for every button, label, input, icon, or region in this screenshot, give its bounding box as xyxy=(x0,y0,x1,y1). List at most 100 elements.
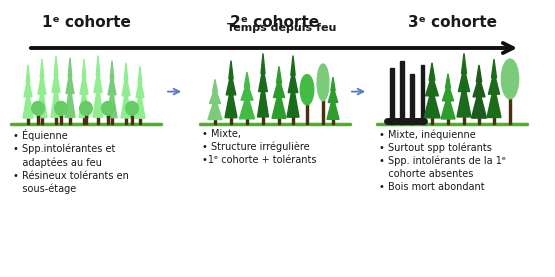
Polygon shape xyxy=(458,67,470,91)
Polygon shape xyxy=(331,77,335,91)
Polygon shape xyxy=(97,117,99,124)
Polygon shape xyxy=(229,61,233,79)
Polygon shape xyxy=(37,115,39,124)
Text: • Équienne
• Spp.intolérantes et
   adaptées au feu
• Résineux tolérants en
   s: • Équienne • Spp.intolérantes et adaptée… xyxy=(13,129,129,194)
Polygon shape xyxy=(121,88,131,118)
Polygon shape xyxy=(421,65,423,124)
Ellipse shape xyxy=(317,64,329,101)
Ellipse shape xyxy=(125,101,138,115)
Polygon shape xyxy=(124,63,128,80)
Polygon shape xyxy=(60,115,62,124)
Polygon shape xyxy=(442,84,453,101)
Polygon shape xyxy=(209,88,220,104)
Polygon shape xyxy=(37,85,47,117)
Polygon shape xyxy=(473,77,485,97)
Ellipse shape xyxy=(32,101,44,115)
Polygon shape xyxy=(111,118,113,124)
Polygon shape xyxy=(461,53,467,74)
Text: 2ᵉ cohorte: 2ᵉ cohorte xyxy=(230,15,320,30)
Ellipse shape xyxy=(80,101,92,115)
Polygon shape xyxy=(107,115,109,124)
Polygon shape xyxy=(472,89,487,118)
Polygon shape xyxy=(424,88,440,118)
Polygon shape xyxy=(68,58,72,77)
Polygon shape xyxy=(27,118,29,124)
Polygon shape xyxy=(292,117,294,124)
Polygon shape xyxy=(136,78,144,98)
Polygon shape xyxy=(246,119,248,124)
Polygon shape xyxy=(66,71,74,94)
Polygon shape xyxy=(261,53,265,74)
Polygon shape xyxy=(96,56,100,75)
Polygon shape xyxy=(40,59,44,78)
Polygon shape xyxy=(51,83,61,117)
Polygon shape xyxy=(241,83,253,100)
Polygon shape xyxy=(263,117,264,124)
Polygon shape xyxy=(288,69,298,93)
Polygon shape xyxy=(291,56,295,75)
Ellipse shape xyxy=(55,101,67,115)
Polygon shape xyxy=(476,65,482,82)
Ellipse shape xyxy=(102,101,114,115)
Polygon shape xyxy=(108,73,116,95)
Polygon shape xyxy=(431,118,433,124)
Polygon shape xyxy=(457,82,471,117)
Polygon shape xyxy=(41,117,43,124)
Polygon shape xyxy=(110,61,114,79)
Polygon shape xyxy=(23,89,33,118)
Polygon shape xyxy=(400,61,404,124)
Text: 3ᵉ cohorte: 3ᵉ cohorte xyxy=(407,15,497,30)
Polygon shape xyxy=(441,94,455,119)
Polygon shape xyxy=(492,59,497,78)
Polygon shape xyxy=(213,79,218,92)
Polygon shape xyxy=(38,72,46,94)
Polygon shape xyxy=(287,83,299,117)
Polygon shape xyxy=(276,66,281,83)
Polygon shape xyxy=(259,67,268,91)
Polygon shape xyxy=(390,68,394,124)
Polygon shape xyxy=(131,115,133,124)
Polygon shape xyxy=(85,115,87,124)
Polygon shape xyxy=(214,120,216,124)
Polygon shape xyxy=(429,63,435,80)
Polygon shape xyxy=(135,90,145,118)
Polygon shape xyxy=(52,69,60,93)
Polygon shape xyxy=(278,118,280,124)
Polygon shape xyxy=(258,82,269,117)
Text: 1ᵉ cohorte: 1ᵉ cohorte xyxy=(42,15,130,30)
Polygon shape xyxy=(82,59,86,78)
Polygon shape xyxy=(306,104,308,124)
Polygon shape xyxy=(56,117,57,124)
Polygon shape xyxy=(322,99,324,124)
Polygon shape xyxy=(328,86,338,102)
Polygon shape xyxy=(24,77,32,97)
Polygon shape xyxy=(94,69,102,93)
Polygon shape xyxy=(488,72,500,94)
Polygon shape xyxy=(327,96,339,119)
Polygon shape xyxy=(93,83,103,117)
Ellipse shape xyxy=(300,75,314,105)
Polygon shape xyxy=(272,90,286,118)
Polygon shape xyxy=(447,119,449,124)
Polygon shape xyxy=(426,75,438,96)
Polygon shape xyxy=(463,117,465,124)
Polygon shape xyxy=(446,74,451,88)
Polygon shape xyxy=(107,86,117,118)
Polygon shape xyxy=(65,84,75,117)
Polygon shape xyxy=(54,56,58,75)
Polygon shape xyxy=(230,118,232,124)
Polygon shape xyxy=(139,118,141,124)
Polygon shape xyxy=(410,74,414,124)
Polygon shape xyxy=(225,86,237,118)
Polygon shape xyxy=(493,117,495,124)
Polygon shape xyxy=(69,117,70,124)
Polygon shape xyxy=(332,119,334,124)
Ellipse shape xyxy=(501,59,518,99)
Polygon shape xyxy=(274,78,285,98)
Polygon shape xyxy=(79,85,89,117)
Text: Temps depuis feu: Temps depuis feu xyxy=(228,23,337,33)
Polygon shape xyxy=(509,98,511,124)
Text: • Mixte,
• Structure irrégulière
•1ᵉ cohorte + tolérants: • Mixte, • Structure irrégulière •1ᵉ coh… xyxy=(202,129,316,165)
Polygon shape xyxy=(125,118,127,124)
Polygon shape xyxy=(244,72,250,87)
